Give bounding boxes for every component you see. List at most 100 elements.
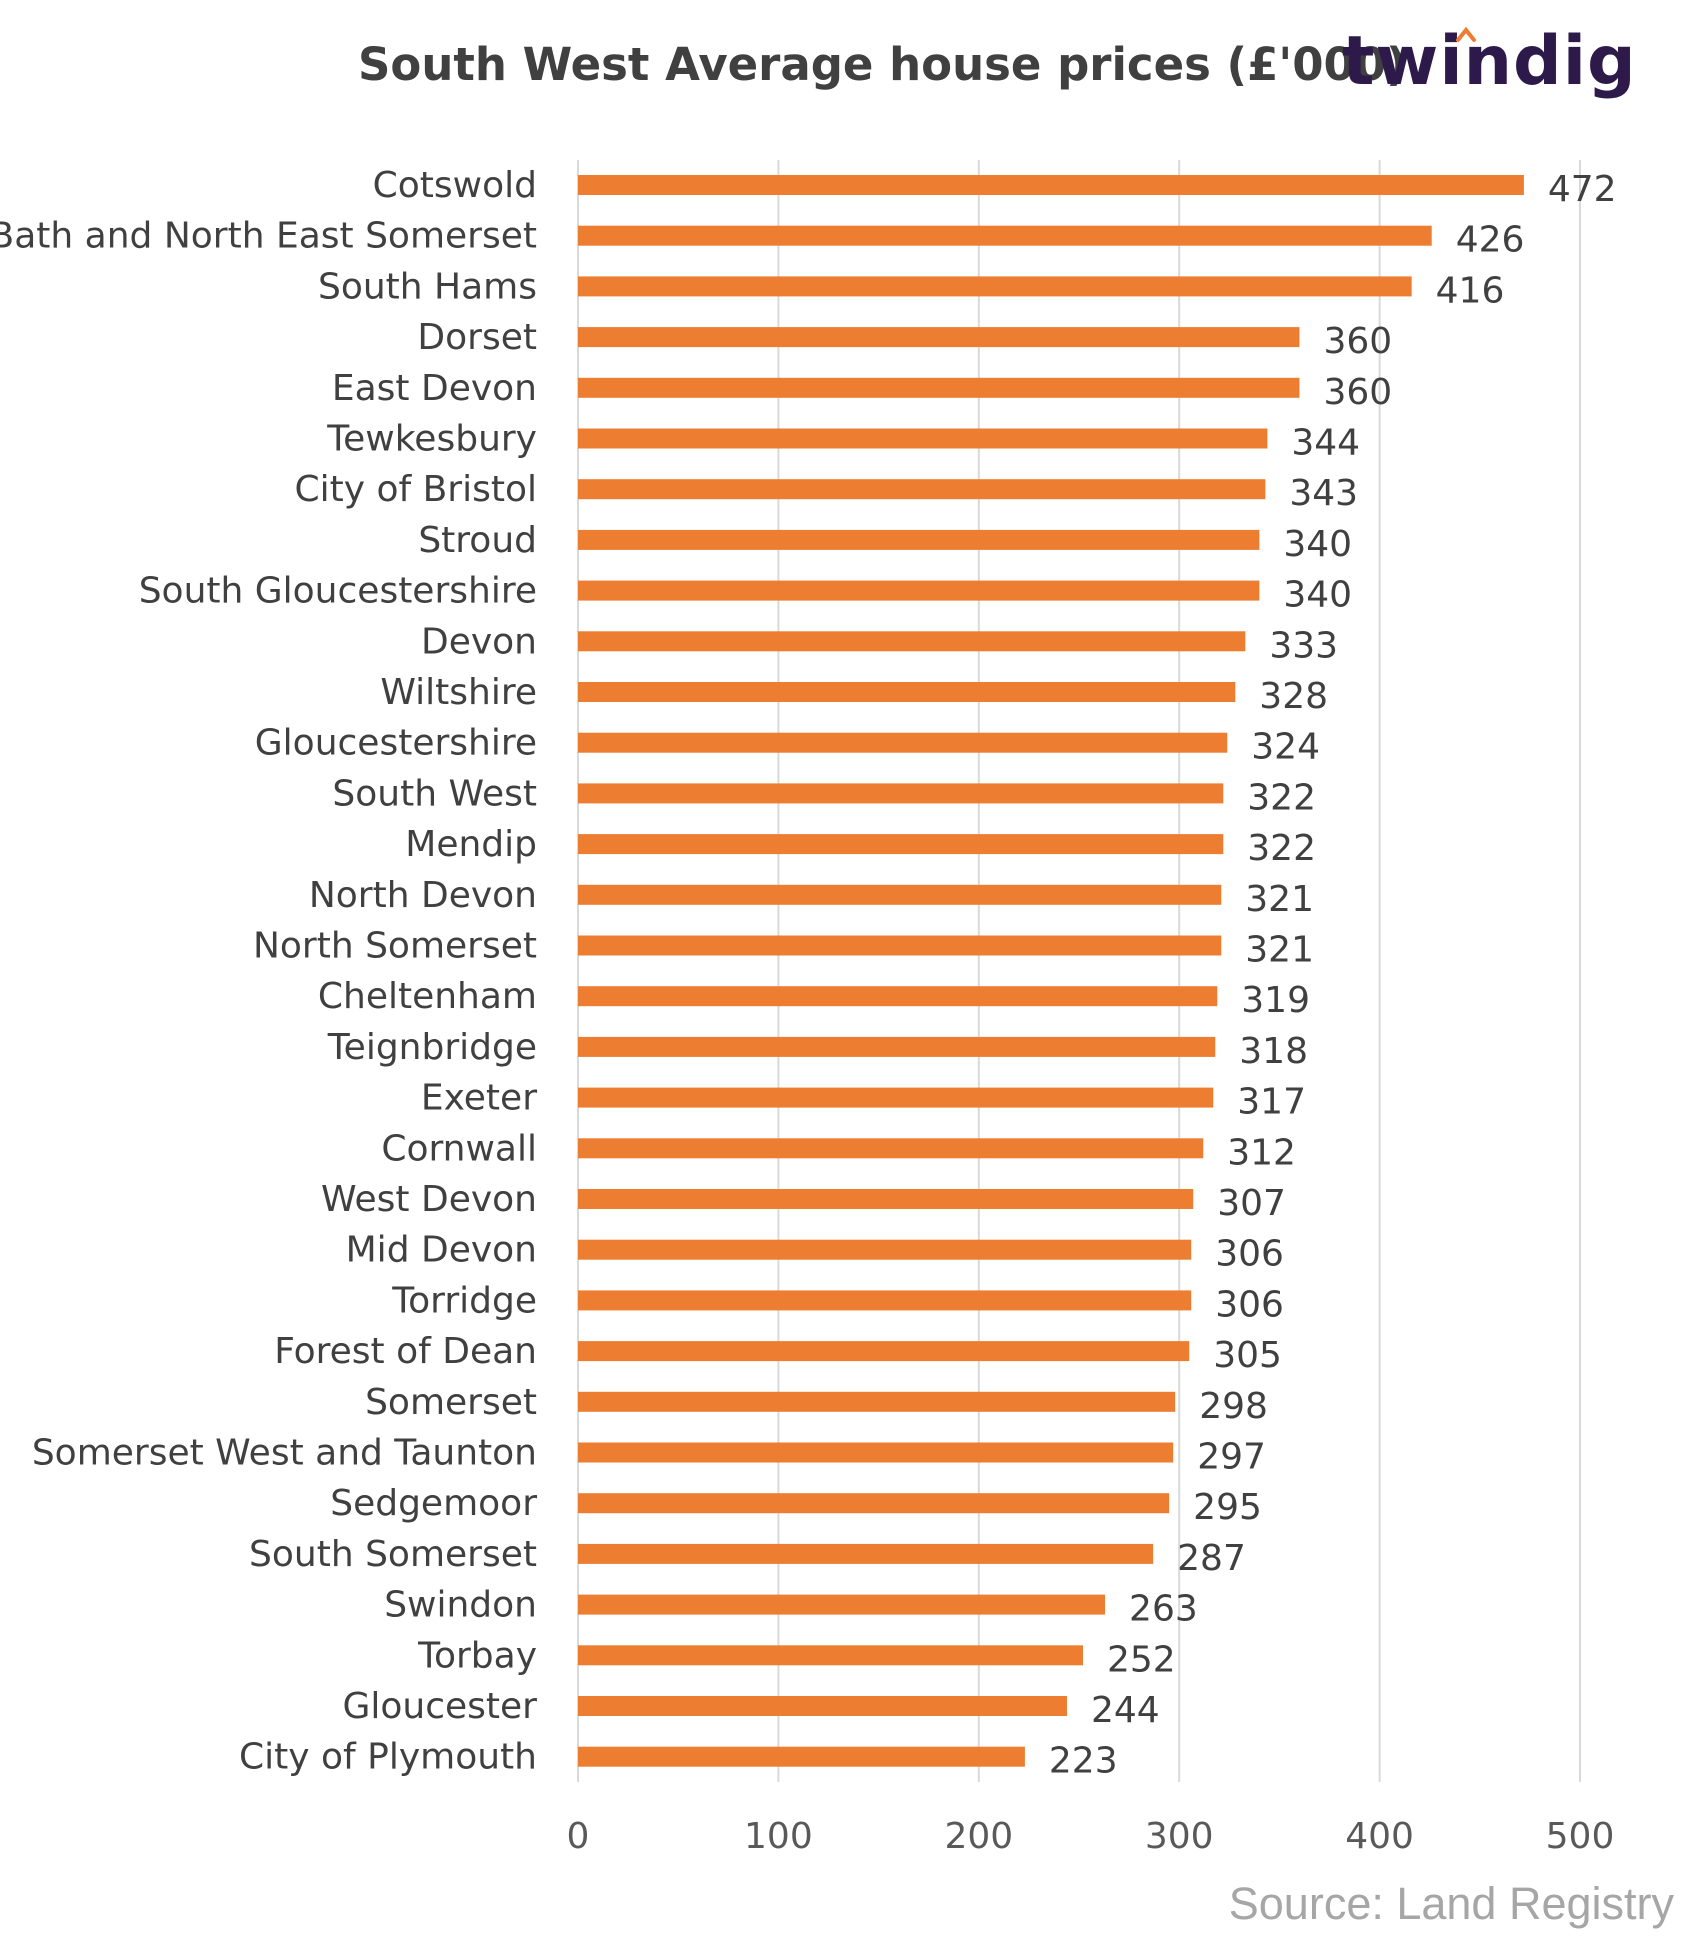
- data-label: 426: [1456, 220, 1525, 261]
- data-label: 343: [1289, 473, 1358, 514]
- bar-exeter: [578, 1087, 1214, 1108]
- data-label: 223: [1049, 1741, 1118, 1782]
- category-label: Exeter: [421, 1078, 537, 1119]
- x-tick-label: 0: [567, 1816, 590, 1857]
- category-label: City of Plymouth: [239, 1737, 537, 1778]
- logo-accent-icon: [1456, 26, 1476, 42]
- category-label: South Hams: [318, 266, 537, 307]
- bar-dorset: [578, 327, 1300, 348]
- data-label: 416: [1436, 270, 1505, 311]
- bar-north-somerset: [578, 935, 1222, 956]
- x-tick-label: 100: [744, 1816, 813, 1857]
- chart-title: South West Average house prices (£'000): [358, 38, 1407, 91]
- twindig-logo: twindig: [1342, 22, 1637, 101]
- x-tick-label: 400: [1345, 1816, 1414, 1857]
- bar-devon: [578, 631, 1246, 652]
- bar-south-gloucestershire: [578, 580, 1260, 601]
- category-label: City of Bristol: [294, 469, 537, 510]
- category-label: West Devon: [321, 1179, 537, 1220]
- bar-somerset-west-and-taunton: [578, 1442, 1174, 1463]
- bar-cornwall: [578, 1138, 1204, 1159]
- data-label: 263: [1129, 1589, 1198, 1630]
- bar-city-of-plymouth: [578, 1746, 1025, 1767]
- category-label: Stroud: [418, 520, 537, 561]
- bar-east-devon: [578, 377, 1300, 398]
- data-label: 333: [1269, 625, 1338, 666]
- category-label: Torridge: [391, 1280, 537, 1321]
- x-tick-label: 200: [944, 1816, 1013, 1857]
- category-label: Cheltenham: [318, 976, 537, 1017]
- category-label: Mendip: [405, 824, 537, 865]
- bar-gloucestershire: [578, 732, 1228, 753]
- x-tick-label: 300: [1145, 1816, 1214, 1857]
- data-label: 297: [1197, 1437, 1266, 1478]
- bar-west-devon: [578, 1189, 1194, 1209]
- data-label: 306: [1215, 1284, 1284, 1325]
- bar-gloucester: [578, 1696, 1067, 1716]
- data-label: 319: [1241, 980, 1310, 1021]
- bar-torbay: [578, 1645, 1084, 1666]
- data-label: 472: [1548, 169, 1617, 210]
- category-label: North Somerset: [253, 926, 537, 967]
- bar-swindon: [578, 1594, 1106, 1615]
- bar-south-west: [578, 783, 1224, 804]
- data-label: 328: [1259, 676, 1328, 717]
- data-label: 321: [1245, 879, 1314, 920]
- category-label: Cotswold: [373, 165, 537, 206]
- category-label: Forest of Dean: [274, 1331, 537, 1372]
- category-label: Somerset: [365, 1382, 537, 1423]
- category-label: Sedgemoor: [330, 1483, 537, 1524]
- data-label: 312: [1227, 1132, 1296, 1173]
- bar-south-somerset: [578, 1543, 1154, 1564]
- bar-tewkesbury: [578, 428, 1268, 449]
- bar-teignbridge: [578, 1036, 1216, 1057]
- data-label: 298: [1199, 1386, 1268, 1427]
- data-label: 340: [1283, 575, 1352, 616]
- data-label: 287: [1177, 1538, 1246, 1579]
- category-label: Teignbridge: [327, 1027, 537, 1068]
- category-label: Cornwall: [381, 1128, 537, 1169]
- bar-wiltshire: [578, 682, 1236, 702]
- data-label: 306: [1215, 1234, 1284, 1275]
- data-label: 344: [1291, 423, 1360, 464]
- category-label: Torbay: [417, 1635, 537, 1676]
- bar-cotswold: [578, 175, 1524, 195]
- source-note: Source: Land Registry: [1228, 1878, 1674, 1929]
- category-label: Bath and North East Somerset: [0, 216, 537, 257]
- category-label: Swindon: [384, 1585, 537, 1626]
- category-label: Somerset West and Taunton: [32, 1433, 537, 1474]
- data-label: 244: [1091, 1690, 1160, 1731]
- bar-north-devon: [578, 884, 1222, 905]
- category-label: Mid Devon: [346, 1230, 537, 1271]
- data-label: 324: [1251, 727, 1320, 768]
- bar-south-hams: [578, 276, 1412, 297]
- bar-stroud: [578, 529, 1260, 550]
- bar-forest-of-dean: [578, 1341, 1190, 1362]
- category-label: North Devon: [309, 875, 537, 916]
- bar-cheltenham: [578, 986, 1218, 1007]
- bar-torridge: [578, 1290, 1192, 1311]
- data-label: 322: [1247, 828, 1316, 869]
- bar-bath-and-north-east-somerset: [578, 225, 1432, 246]
- category-label: Tewkesbury: [326, 419, 537, 460]
- data-label: 317: [1237, 1082, 1306, 1123]
- data-label: 340: [1283, 524, 1352, 565]
- category-label: South West: [332, 773, 537, 814]
- data-label: 360: [1323, 372, 1392, 413]
- data-label: 318: [1239, 1031, 1308, 1072]
- category-label: Wiltshire: [380, 672, 537, 713]
- category-label: Gloucester: [342, 1686, 537, 1727]
- category-label: Gloucestershire: [255, 723, 537, 764]
- category-label: Dorset: [417, 317, 537, 358]
- category-label: East Devon: [332, 368, 537, 409]
- data-label: 295: [1193, 1487, 1262, 1528]
- bar-city-of-bristol: [578, 479, 1266, 500]
- data-label: 321: [1245, 930, 1314, 971]
- data-label: 322: [1247, 777, 1316, 818]
- category-label: Devon: [421, 621, 537, 662]
- data-label: 360: [1323, 321, 1392, 362]
- x-tick-label: 500: [1546, 1816, 1615, 1857]
- bar-mid-devon: [578, 1239, 1192, 1260]
